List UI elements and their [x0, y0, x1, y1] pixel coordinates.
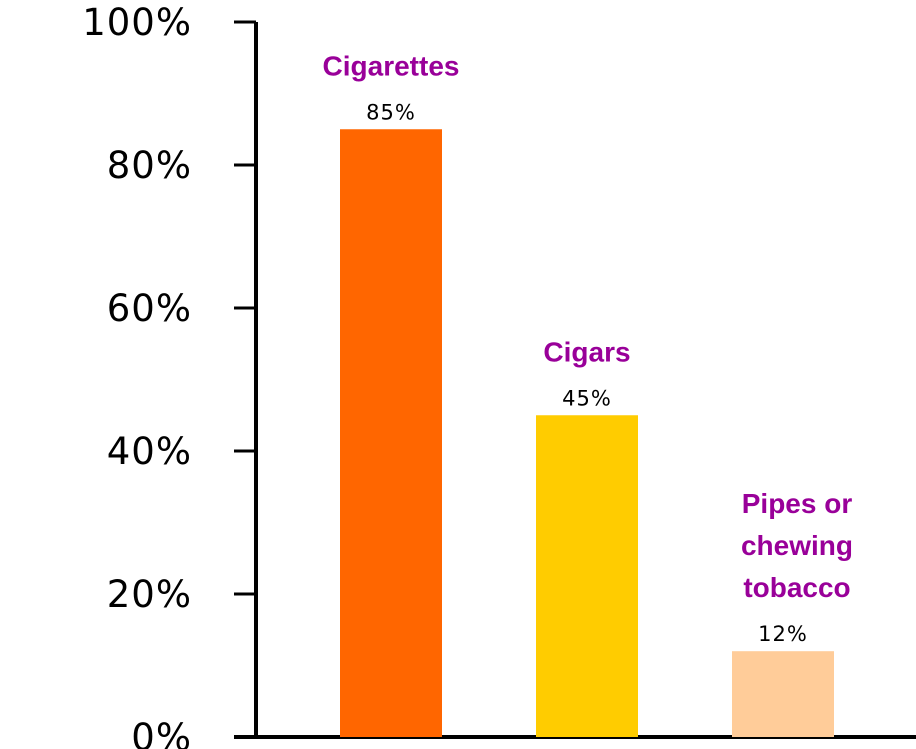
y-tick-label: 80%	[107, 144, 192, 187]
category-label: chewing	[741, 530, 853, 561]
data-label: 45%	[562, 386, 612, 410]
y-tick-label: 100%	[82, 1, 192, 44]
data-label: 85%	[366, 100, 416, 124]
chart-bars	[340, 129, 834, 737]
category-label: Pipes or	[742, 488, 853, 519]
y-tick-label: 60%	[107, 287, 192, 330]
chart-axes: 0% 20% 40% 60% 80% 100%	[82, 1, 916, 749]
bar	[536, 415, 638, 737]
y-tick-label: 0%	[131, 716, 192, 749]
category-label: Cigars	[543, 336, 630, 367]
category-label: tobacco	[743, 572, 850, 603]
bar	[340, 129, 442, 737]
y-tick-label: 20%	[107, 573, 192, 616]
y-tick-label: 40%	[107, 430, 192, 473]
chart-labels: 85% Cigarettes 45% Cigars 12% Pipes or chewing…	[323, 50, 853, 646]
bar	[732, 651, 834, 737]
data-label: 12%	[758, 622, 808, 646]
category-label: Cigarettes	[323, 50, 460, 81]
